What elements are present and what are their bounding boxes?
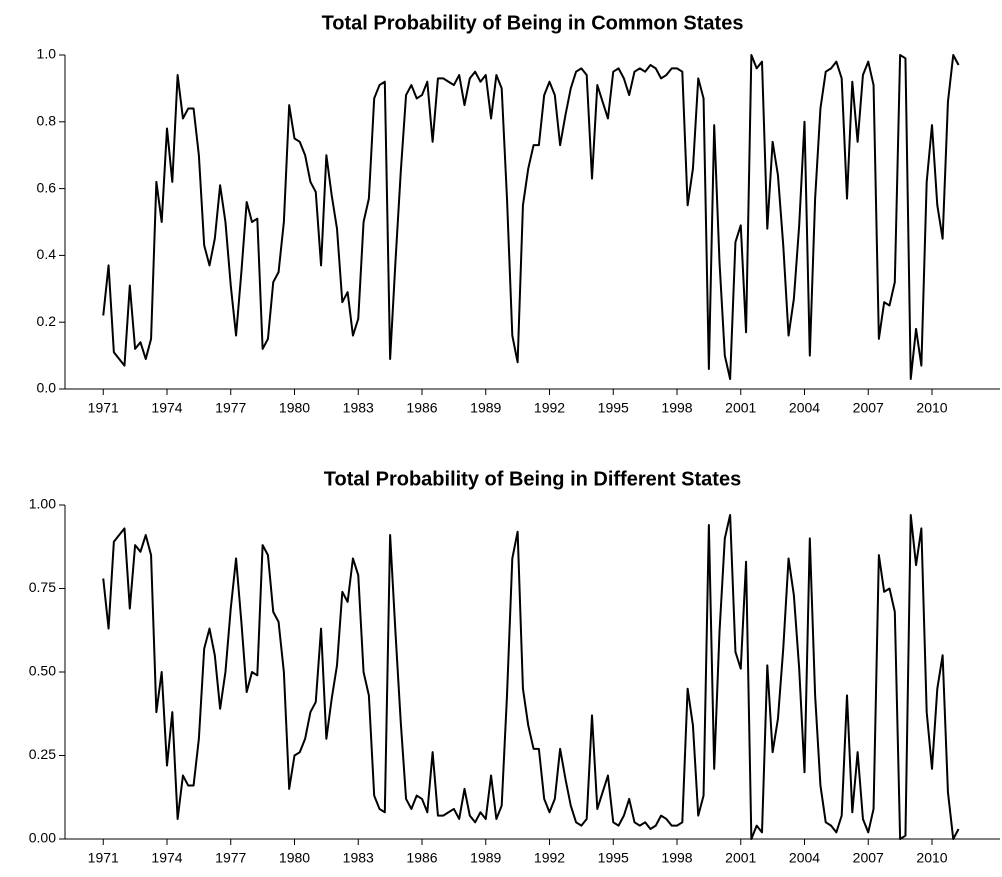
x-tick-label: 1971 <box>88 400 119 416</box>
x-tick-label: 1986 <box>406 850 437 866</box>
x-tick-label: 2004 <box>789 400 820 416</box>
x-tick-label: 2001 <box>725 850 756 866</box>
x-tick-label: 1977 <box>215 850 246 866</box>
y-tick-label: 0.2 <box>37 313 57 329</box>
x-tick-label: 1998 <box>661 400 692 416</box>
y-tick-label: 0.00 <box>29 830 56 846</box>
x-tick-label: 1989 <box>470 400 501 416</box>
x-tick-label: 1980 <box>279 850 310 866</box>
y-tick-label: 1.0 <box>37 46 57 62</box>
x-tick-label: 1980 <box>279 400 310 416</box>
x-tick-label: 1989 <box>470 850 501 866</box>
data-line <box>102 54 960 380</box>
x-tick-label: 1995 <box>598 850 629 866</box>
x-tick-label: 1992 <box>534 850 565 866</box>
y-tick-label: 0.6 <box>37 179 57 195</box>
y-tick-label: 0.0 <box>37 380 57 396</box>
y-tick-label: 0.50 <box>29 663 56 679</box>
data-line <box>102 514 960 840</box>
x-tick-label: 1995 <box>598 400 629 416</box>
x-tick-label: 1983 <box>343 400 374 416</box>
x-tick-label: 1998 <box>661 850 692 866</box>
x-tick-label: 2004 <box>789 850 820 866</box>
x-tick-label: 1992 <box>534 400 565 416</box>
y-tick-label: 0.8 <box>37 113 57 129</box>
x-tick-label: 1977 <box>215 400 246 416</box>
y-tick-label: 1.00 <box>29 496 56 512</box>
x-tick-label: 1983 <box>343 850 374 866</box>
x-tick-label: 1986 <box>406 400 437 416</box>
x-tick-label: 2007 <box>853 400 884 416</box>
x-tick-label: 2007 <box>853 850 884 866</box>
y-tick-label: 0.75 <box>29 579 56 595</box>
y-tick-label: 0.4 <box>37 246 57 262</box>
x-tick-label: 1974 <box>151 850 182 866</box>
y-tick-label: 0.25 <box>29 746 56 762</box>
x-tick-label: 1974 <box>151 400 182 416</box>
x-tick-label: 1971 <box>88 850 119 866</box>
chart-title: Total Probability of Being in Common Sta… <box>322 12 744 34</box>
x-tick-label: 2001 <box>725 400 756 416</box>
x-tick-label: 2010 <box>916 850 947 866</box>
x-tick-label: 2010 <box>916 400 947 416</box>
chart-title: Total Probability of Being in Different … <box>324 468 741 490</box>
